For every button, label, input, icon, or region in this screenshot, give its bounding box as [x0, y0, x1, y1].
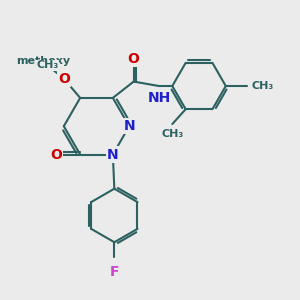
Text: CH₃: CH₃	[161, 129, 183, 140]
Text: O: O	[58, 72, 70, 86]
Text: F: F	[110, 265, 119, 278]
Text: methoxy: methoxy	[16, 56, 70, 66]
Text: CH₃: CH₃	[251, 81, 273, 91]
Text: O: O	[128, 52, 140, 66]
Text: N: N	[123, 119, 135, 133]
Text: NH: NH	[147, 92, 170, 105]
Text: N: N	[107, 148, 119, 161]
Text: CH₃: CH₃	[36, 60, 58, 70]
Text: O: O	[50, 148, 62, 161]
